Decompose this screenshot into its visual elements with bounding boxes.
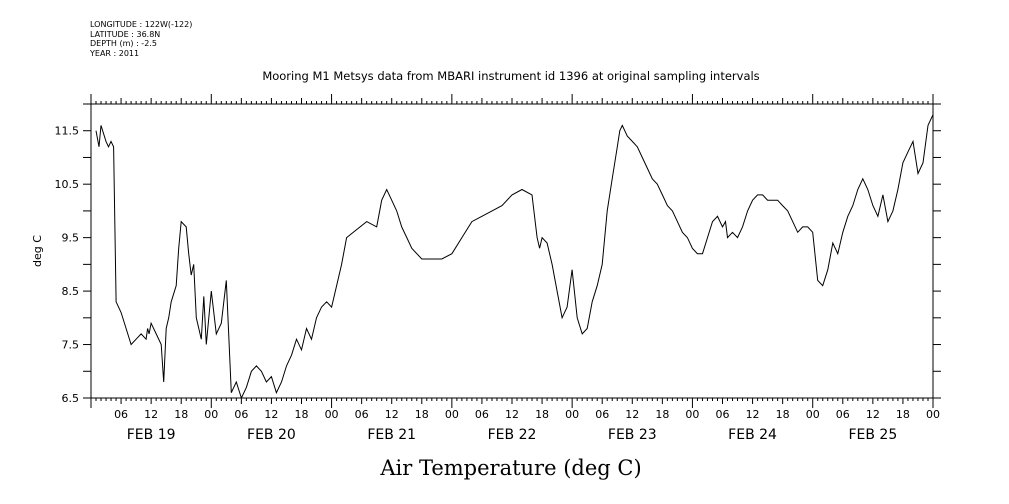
x-tick-label: 12 [505, 408, 519, 421]
x-tick-label: 06 [355, 408, 369, 421]
y-axis-label: deg C [31, 235, 44, 267]
y-tick-label: 6.5 [62, 392, 80, 405]
x-tick-label: 12 [264, 408, 278, 421]
x-tick-label: 06 [234, 408, 248, 421]
day-label: FEB 19 [127, 427, 176, 443]
y-tick-labels: 6.5 7.5 8.5 9.5 10.5 11.5 [55, 125, 80, 405]
x-tick-label: 06 [836, 408, 850, 421]
day-label: FEB 21 [367, 427, 416, 443]
day-label: FEB 20 [247, 427, 296, 443]
y-tick-label: 10.5 [55, 178, 80, 191]
x-tick-label: 12 [385, 408, 399, 421]
chart-title: Mooring M1 Metsys data from MBARI instru… [262, 69, 759, 83]
x-tick-label: 00 [806, 408, 820, 421]
x-tick-label: 00 [445, 408, 459, 421]
latitude-text: LATITUDE : 36.8N [90, 29, 161, 39]
x-tick-label: 18 [776, 408, 790, 421]
depth-text: DEPTH (m) : -2.5 [90, 39, 157, 48]
y-tick-label: 9.5 [62, 232, 80, 245]
x-tick-label: 00 [565, 408, 579, 421]
x-tick-label: 18 [896, 408, 910, 421]
x-tick-label: 18 [535, 408, 549, 421]
x-tick-label: 12 [625, 408, 639, 421]
year-text: YEAR : 2011 [90, 48, 140, 58]
y-tick-label: 11.5 [55, 125, 80, 138]
plot-frame [90, 103, 934, 399]
x-tick-label: 18 [174, 408, 188, 421]
x-tick-label: 12 [144, 408, 158, 421]
x-tick-label: 06 [716, 408, 730, 421]
axis-ticks [83, 94, 941, 408]
x-tick-label: 18 [295, 408, 309, 421]
day-label: FEB 25 [848, 427, 897, 443]
x-tick-label: 00 [685, 408, 699, 421]
x-tick-label: 12 [866, 408, 880, 421]
y-tick-label: 8.5 [62, 285, 80, 298]
x-axis-label: Air Temperature (deg C) [379, 456, 641, 480]
x-tick-label: 06 [114, 408, 128, 421]
air-temperature-line [95, 114, 934, 400]
x-tick-label: 00 [325, 408, 339, 421]
x-tick-label: 12 [746, 408, 760, 421]
day-label: FEB 22 [488, 427, 537, 443]
day-label: FEB 24 [728, 427, 777, 443]
x-tick-label: 18 [415, 408, 429, 421]
x-tick-label: 00 [204, 408, 218, 421]
day-label: FEB 23 [608, 427, 657, 443]
longitude-text: LONGITUDE : 122W(-122) [90, 20, 193, 29]
x-tick-label: 00 [926, 408, 940, 421]
x-tick-label: 18 [655, 408, 669, 421]
x-tick-labels: 06 12 18 00 06 12 18 00 06 12 18 00 06 12 18 00 06 12 18 00… [114, 408, 940, 421]
x-tick-label: 06 [475, 408, 489, 421]
location-metadata: LONGITUDE : 122W(-122) LATITUDE : 36.8N … [90, 20, 192, 58]
x-tick-label: 06 [595, 408, 609, 421]
y-tick-label: 7.5 [62, 339, 80, 352]
day-labels: FEB 19 FEB 20 FEB 21 FEB 22 FEB 23 FEB 24 FEB … [127, 427, 897, 443]
